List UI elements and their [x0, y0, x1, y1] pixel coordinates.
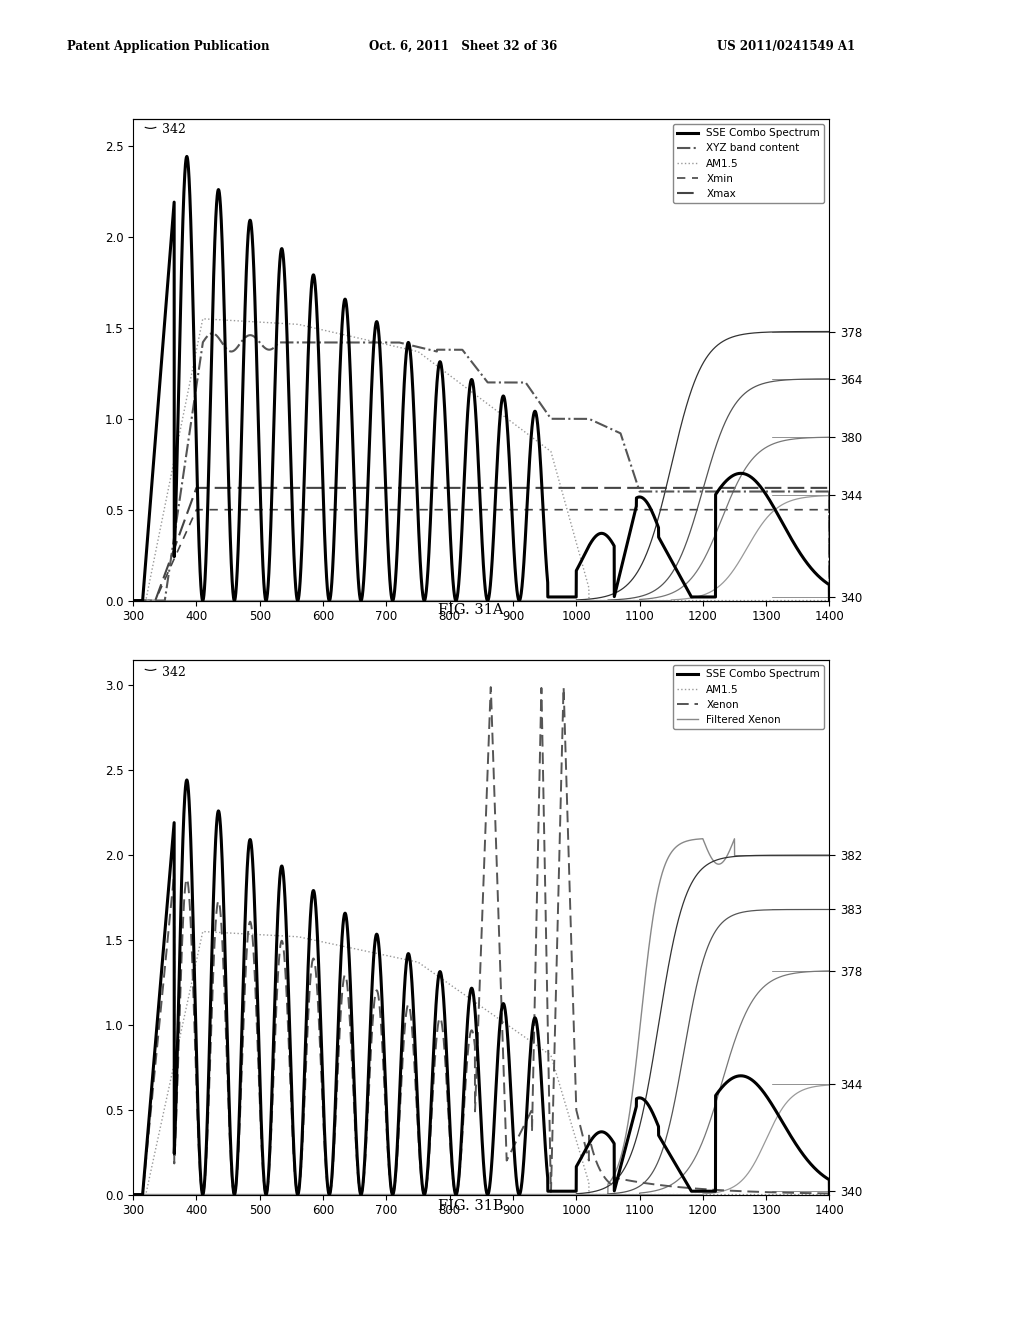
Text: Patent Application Publication: Patent Application Publication: [67, 40, 269, 53]
Text: 342: 342: [162, 667, 185, 678]
Text: US 2011/0241549 A1: US 2011/0241549 A1: [717, 40, 855, 53]
Text: FIG. 31A: FIG. 31A: [438, 603, 504, 616]
Text: FIG. 31B: FIG. 31B: [438, 1200, 504, 1213]
Legend: SSE Combo Spectrum, XYZ band content, AM1.5, Xmin, Xmax: SSE Combo Spectrum, XYZ band content, AM…: [673, 124, 824, 203]
Legend: SSE Combo Spectrum, AM1.5, Xenon, Filtered Xenon: SSE Combo Spectrum, AM1.5, Xenon, Filter…: [673, 665, 824, 729]
Text: 342: 342: [162, 123, 185, 136]
Text: Oct. 6, 2011   Sheet 32 of 36: Oct. 6, 2011 Sheet 32 of 36: [369, 40, 557, 53]
